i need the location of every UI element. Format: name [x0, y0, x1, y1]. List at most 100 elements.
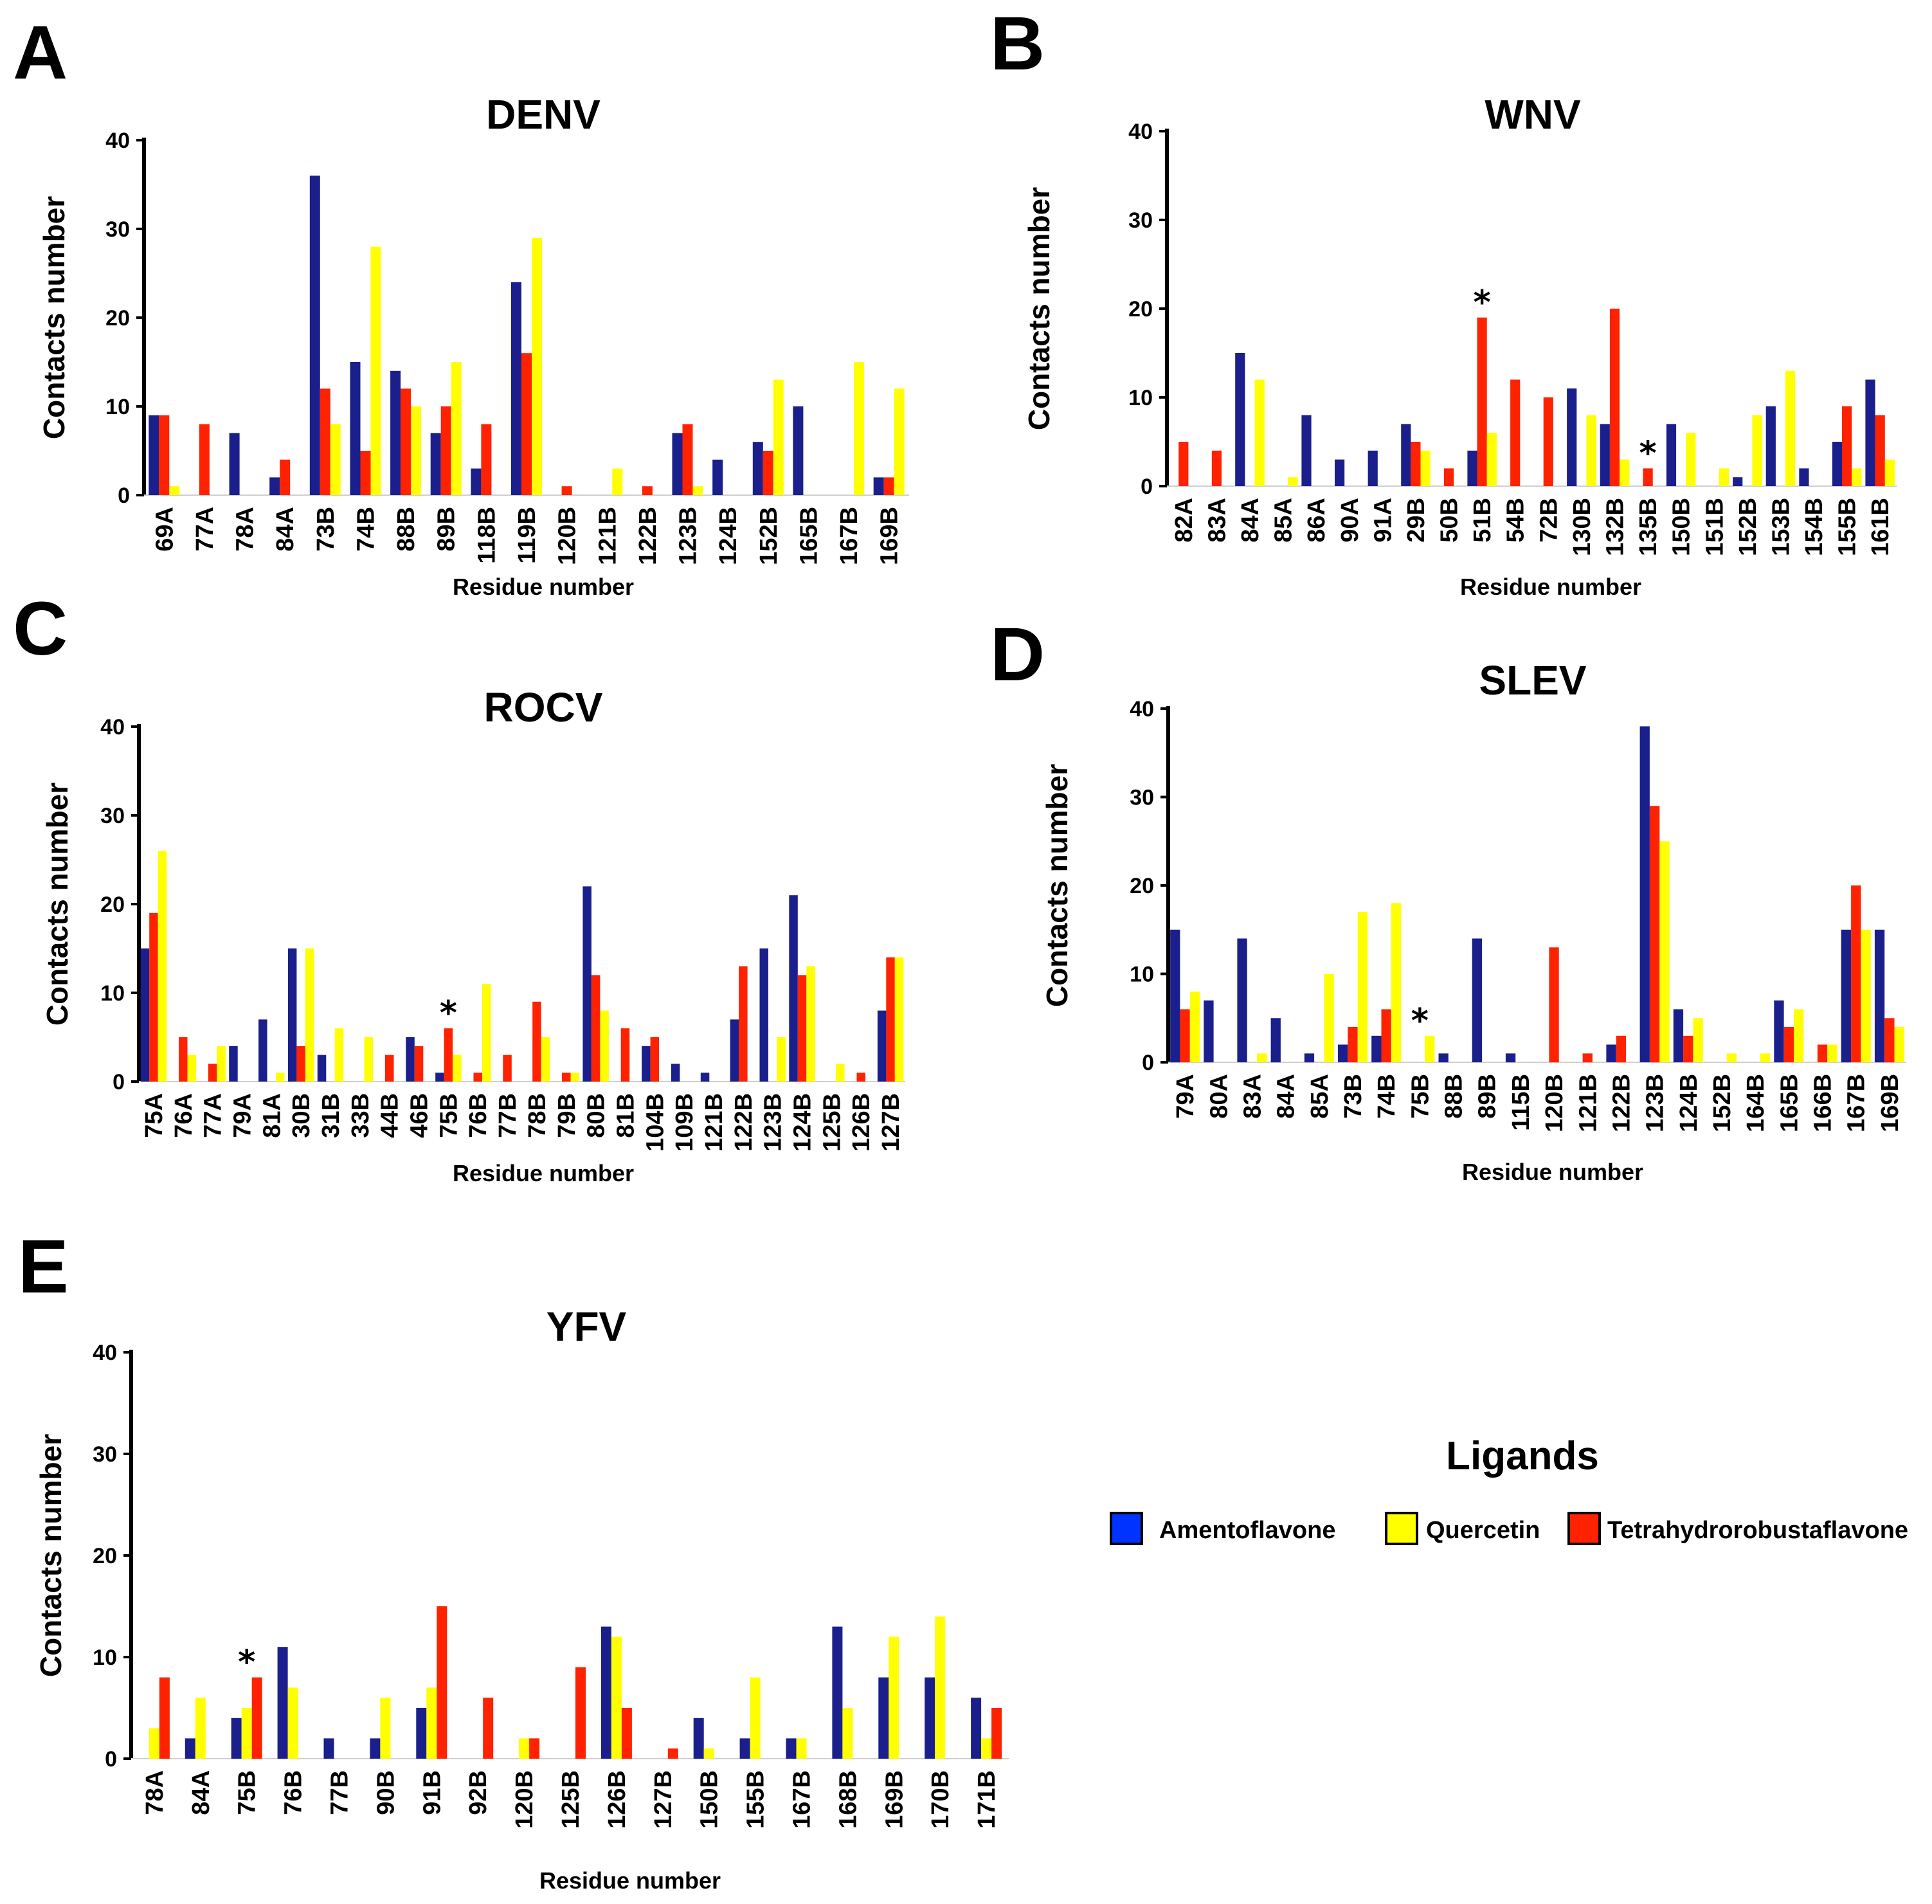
x-tick-label-d-74b: 74B [1373, 1074, 1400, 1119]
x-tick-label-b-50b: 50B [1436, 498, 1463, 543]
y-tick-label-b-30: 30 [1128, 208, 1153, 233]
bar-c-124b-amentoflavone [789, 895, 798, 1082]
y-axis-label-e: Contacts number [34, 1434, 68, 1677]
y-axis-label-a: Contacts number [37, 196, 71, 439]
x-tick-label-c-76a: 76A [170, 1093, 197, 1138]
x-tick-label-c-75a: 75A [141, 1093, 168, 1138]
bar-d-123b-tetrahydrorobustaflavone [1650, 806, 1660, 1063]
bar-a-73b-tetrahydrorobustaflavone [320, 388, 330, 495]
x-tick-label-c-33b: 33B [347, 1093, 374, 1138]
x-tick-label-b-153b: 153B [1767, 498, 1794, 556]
bar-e-75b-tetrahydrorobustaflavone [251, 1677, 262, 1759]
bar-b-153b-quercetin [1785, 370, 1796, 486]
x-tick-label-c-122b: 122B [730, 1093, 757, 1152]
bar-b-51b-amentoflavone [1467, 450, 1477, 486]
bar-e-170b-quercetin [935, 1616, 946, 1759]
bar-a-152b-quercetin [773, 379, 784, 495]
bar-b-82a-tetrahydrorobustaflavone [1178, 442, 1189, 486]
x-tick-label-d-73b: 73B [1340, 1074, 1367, 1119]
x-tick-label-c-79a: 79A [230, 1093, 257, 1138]
bar-c-109b-amentoflavone [671, 1064, 680, 1082]
x-tick-label-c-127b: 127B [878, 1093, 905, 1152]
bar-b-51b-tetrahydrorobustaflavone [1477, 317, 1487, 486]
bar-d-89b-amentoflavone [1472, 938, 1482, 1062]
y-tick-label-c-30: 30 [100, 804, 125, 828]
x-tick-label-d-121b: 121B [1575, 1074, 1602, 1132]
chart-panel-e: E YFV Contacts number 0 10 20 30 40 78A 84A 75B 76B… [18, 1224, 1009, 1894]
bar-e-90b-quercetin [380, 1698, 391, 1759]
bar-b-155b-quercetin [1852, 468, 1862, 486]
x-tick-label-a-78a: 78A [232, 507, 259, 552]
bar-d-124b-amentoflavone [1673, 1009, 1684, 1062]
bar-d-88b-amentoflavone [1438, 1053, 1449, 1063]
bar-b-161b-amentoflavone [1865, 379, 1875, 486]
bar-d-122b-tetrahydrorobustaflavone [1616, 1035, 1627, 1063]
chart-title-a: DENV [486, 91, 600, 138]
legend-swatch-tetrahydrorobustaflavone [1567, 1512, 1601, 1545]
bar-c-75b-quercetin [453, 1055, 462, 1082]
bar-c-76b-tetrahydrorobustaflavone [473, 1073, 482, 1082]
x-axis-label-d: Residue number [1462, 1159, 1643, 1185]
bar-e-168b-quercetin [842, 1708, 853, 1759]
bar-d-115b-amentoflavone [1505, 1053, 1516, 1063]
x-tick-label-e-92b: 92B [465, 1770, 492, 1815]
x-tick-label-d-166b: 166B [1810, 1074, 1837, 1132]
x-tick-label-d-169b: 169B [1877, 1074, 1904, 1132]
x-tick-label-e-171b: 171B [973, 1770, 1000, 1829]
x-tick-label-e-127b: 127B [650, 1770, 677, 1829]
x-tick-label-d-79a: 79A [1172, 1074, 1199, 1119]
bar-c-127b-amentoflavone [877, 1010, 887, 1082]
panel-letter-d: D [990, 612, 1045, 697]
bar-c-80b-tetrahydrorobustaflavone [591, 975, 600, 1082]
bar-e-169b-quercetin [889, 1637, 899, 1759]
x-tick-label-c-81b: 81B [613, 1093, 640, 1138]
bar-a-123b-amentoflavone [672, 433, 683, 495]
x-tick-label-b-154b: 154B [1801, 498, 1828, 556]
x-tick-label-e-155b: 155B [743, 1770, 770, 1829]
bar-e-91b-tetrahydrorobustaflavone [437, 1606, 447, 1759]
bar-b-132b-amentoflavone [1600, 424, 1610, 486]
y-axis-label-b: Contacts number [1022, 187, 1056, 430]
x-tick-label-a-123b: 123B [675, 507, 702, 565]
x-tick-label-d-152b: 152B [1709, 1074, 1736, 1132]
x-tick-label-d-120b: 120B [1541, 1074, 1568, 1132]
bar-d-164b-quercetin [1760, 1053, 1771, 1063]
bar-c-121b-amentoflavone [700, 1073, 710, 1082]
x-axis-label-b: Residue number [1460, 574, 1641, 600]
x-tick-label-d-164b: 164B [1742, 1074, 1769, 1132]
x-tick-label-c-30b: 30B [288, 1093, 315, 1138]
y-tick-label-c-10: 10 [100, 981, 125, 1006]
bar-c-104b-tetrahydrorobustaflavone [650, 1037, 660, 1082]
bar-d-167b-amentoflavone [1841, 929, 1851, 1063]
y-tick-label-a-0: 0 [118, 484, 130, 508]
bar-e-167b-amentoflavone [786, 1738, 797, 1759]
x-tick-label-b-135b: 135B [1635, 498, 1662, 556]
bar-b-85a-quercetin [1288, 477, 1298, 486]
bar-a-69a-quercetin [169, 486, 180, 495]
x-tick-label-a-119b: 119B [514, 507, 541, 564]
bar-c-78b-tetrahydrorobustaflavone [532, 1001, 541, 1082]
bar-c-79b-tetrahydrorobustaflavone [562, 1073, 571, 1082]
x-tick-label-c-31b: 31B [318, 1093, 345, 1138]
bar-e-150b-amentoflavone [693, 1718, 704, 1759]
bar-d-123b-quercetin [1659, 841, 1670, 1063]
bar-b-130b-quercetin [1586, 415, 1596, 486]
y-tick-label-d-30: 30 [1130, 786, 1154, 810]
y-tick-label-b-40: 40 [1128, 120, 1153, 144]
bar-c-30b-amentoflavone [287, 948, 297, 1082]
x-tick-label-e-78a: 78A [141, 1770, 168, 1815]
bar-d-79a-tetrahydrorobustaflavone [1180, 1009, 1190, 1062]
bar-c-77a-tetrahydrorobustaflavone [208, 1064, 217, 1082]
y-tick-label-e-10: 10 [93, 1646, 117, 1670]
x-tick-label-a-169b: 169B [876, 507, 903, 565]
y-tick-label-d-0: 0 [1142, 1051, 1154, 1075]
bar-c-33b-quercetin [364, 1037, 374, 1082]
bar-a-167b-quercetin [854, 362, 865, 495]
bar-e-75b-amentoflavone [231, 1718, 242, 1759]
x-tick-label-c-76b: 76B [465, 1093, 492, 1138]
bar-e-77b-amentoflavone [323, 1738, 334, 1759]
x-tick-label-c-77b: 77B [494, 1093, 521, 1138]
legend-label-tetrahydrorobustaflavone: Tetrahydrorobustaflavone [1607, 1517, 1908, 1544]
y-tick-label-e-40: 40 [93, 1341, 117, 1365]
